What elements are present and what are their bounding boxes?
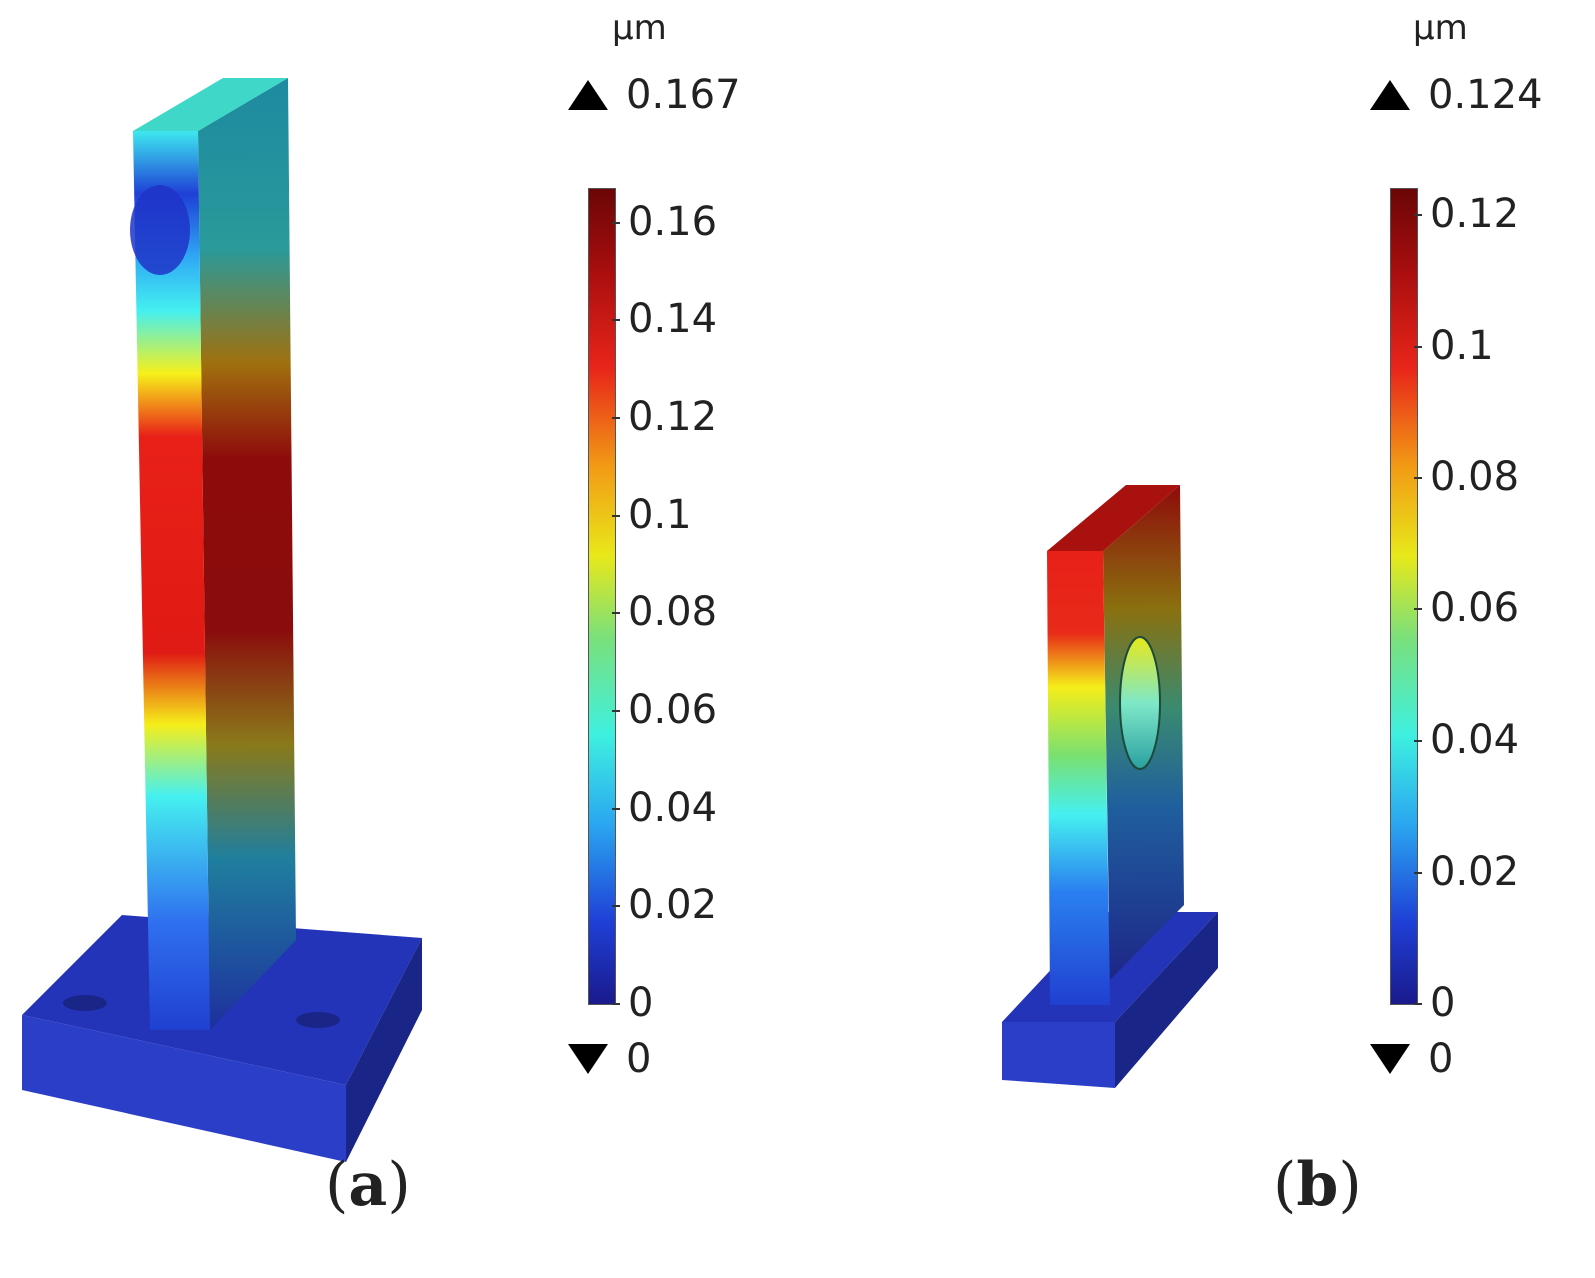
tick-label: 0.12 bbox=[611, 394, 718, 440]
caption-a: (a) bbox=[325, 1150, 411, 1220]
max-triangle-icon bbox=[1370, 80, 1410, 110]
max-value: 0.124 bbox=[1428, 72, 1543, 118]
min-triangle-icon bbox=[1370, 1044, 1410, 1074]
caption-b: (b) bbox=[1273, 1150, 1362, 1220]
color-scale-bar bbox=[588, 188, 616, 1005]
tick-label: 0.06 bbox=[611, 687, 718, 733]
tick-label: 0.16 bbox=[611, 199, 718, 245]
tick-label: 0.04 bbox=[611, 785, 718, 831]
panel-b: µm 0.124 0.12 0.1 0.08 0.06 0.04 0.02 0 … bbox=[1000, 0, 1595, 1278]
min-value: 0 bbox=[1428, 1036, 1454, 1082]
unit-label: µm bbox=[612, 8, 667, 48]
min-value-indicator: 0 bbox=[1370, 1036, 1453, 1082]
min-triangle-icon bbox=[568, 1044, 608, 1074]
color-scale-bar bbox=[1390, 188, 1418, 1005]
max-value-indicator: 0.167 bbox=[568, 72, 741, 118]
tick-label: 0.02 bbox=[611, 882, 718, 928]
color-scale-ticks: 0.12 0.1 0.08 0.06 0.04 0.02 0 bbox=[1413, 188, 1570, 1023]
tick-label: 0 bbox=[611, 980, 654, 1026]
panel-a: µm 0.167 0.16 0.14 0.12 0.1 0.08 0.06 0.… bbox=[0, 0, 780, 1278]
max-triangle-icon bbox=[568, 80, 608, 110]
tick-label: 0.08 bbox=[1413, 454, 1520, 500]
tick-label: 0.12 bbox=[1413, 191, 1520, 237]
short-bracket-model-render bbox=[1002, 485, 1218, 1088]
tick-label: 0.04 bbox=[1413, 717, 1520, 763]
max-value: 0.167 bbox=[626, 72, 741, 118]
tick-label: 0.02 bbox=[1413, 849, 1520, 895]
min-value: 0 bbox=[626, 1036, 652, 1082]
color-scale-ticks: 0.16 0.14 0.12 0.1 0.08 0.06 0.04 0.02 0 bbox=[611, 188, 768, 1023]
unit-label: µm bbox=[1413, 8, 1468, 48]
min-value-indicator: 0 bbox=[568, 1036, 651, 1082]
tick-label: 0.08 bbox=[611, 589, 718, 635]
tall-bracket-model-render bbox=[22, 78, 422, 1162]
tick-label: 0 bbox=[1413, 980, 1456, 1026]
tick-label: 0.14 bbox=[611, 296, 718, 342]
tick-label: 0.1 bbox=[1414, 323, 1494, 369]
tick-label: 0.1 bbox=[612, 492, 692, 538]
tick-label: 0.06 bbox=[1413, 585, 1520, 631]
max-value-indicator: 0.124 bbox=[1370, 72, 1543, 118]
